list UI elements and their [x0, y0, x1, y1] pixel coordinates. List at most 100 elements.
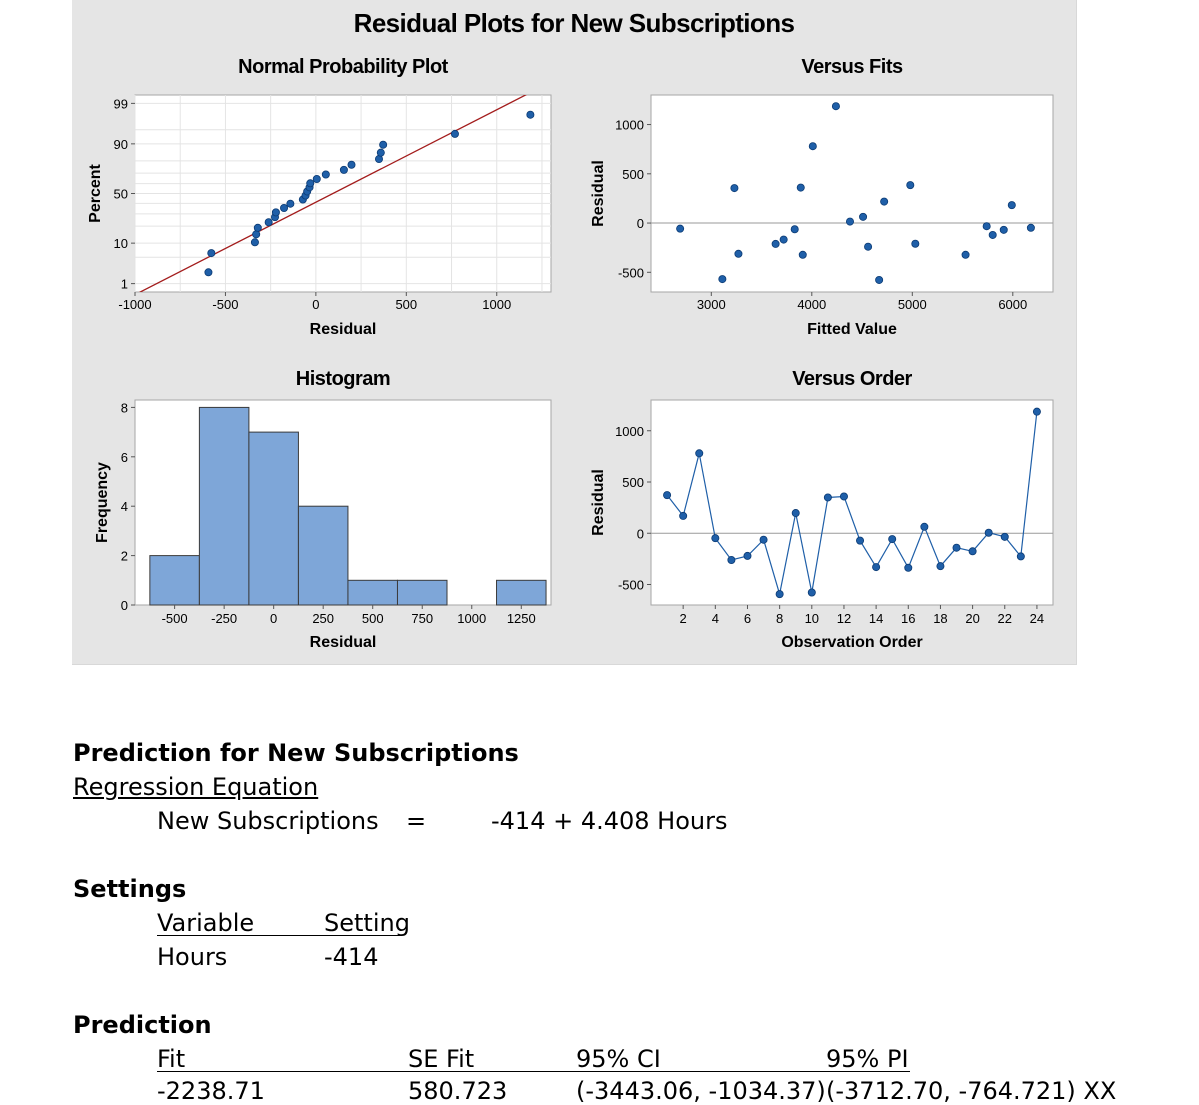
npp-point: [264, 218, 273, 227]
settings-heading: Settings: [73, 875, 187, 903]
hist-bar: [198, 406, 250, 606]
order-point: [856, 536, 865, 545]
npp-point: [204, 268, 213, 277]
order-point: [984, 528, 993, 537]
order-ylabel: Residual: [590, 469, 607, 536]
prediction-header-ci: 95% CI: [576, 1045, 661, 1073]
hist-bar: [396, 579, 448, 606]
order-xtick-label: 18: [933, 611, 947, 626]
order-plot-area: [650, 399, 1054, 606]
npp-point: [339, 165, 348, 174]
hist-xtick-label: -250: [211, 611, 237, 626]
order-xtick-label: 24: [1030, 611, 1044, 626]
order-point: [823, 493, 832, 502]
order-point: [1032, 407, 1041, 416]
fits-point: [831, 102, 840, 111]
npp-fit-line: [138, 95, 528, 292]
npp-point: [306, 179, 315, 188]
hist-xtick-label: -500: [162, 611, 188, 626]
order-ytick-label: -500: [618, 578, 644, 593]
npp-point: [207, 249, 216, 258]
settings-header-underline: [157, 935, 402, 936]
npp-point: [526, 110, 535, 119]
npp-xtick-label: 1000: [482, 297, 511, 312]
residual-plots-figure: Residual Plots for New Subscriptions Norm…: [72, 0, 1077, 665]
fits-point: [779, 235, 788, 244]
equation-lhs: New Subscriptions: [157, 807, 379, 835]
npp-ytick-label: 10: [114, 236, 128, 251]
order-point: [839, 492, 848, 501]
hist-ytick-label: 4: [121, 499, 128, 514]
fits-point: [911, 239, 920, 248]
fits-point: [676, 224, 685, 233]
npp-point: [253, 223, 262, 232]
fits-point: [864, 242, 873, 251]
order-xtick-label: 4: [712, 611, 719, 626]
fits-xtick-label: 5000: [898, 297, 927, 312]
prediction-cell-fit: -2238.71: [157, 1077, 265, 1105]
order-ytick-label: 1000: [615, 424, 644, 439]
fits-point: [798, 250, 807, 259]
hist-title: Histogram: [296, 368, 390, 390]
fits-xlabel: Fitted Value: [807, 321, 897, 338]
order-ytick-label: 0: [637, 526, 644, 541]
fits-point: [771, 239, 780, 248]
order-xtick-label: 10: [805, 611, 819, 626]
order-point: [807, 588, 816, 597]
order-point: [791, 509, 800, 518]
npp-xtick-label: -1000: [118, 297, 151, 312]
fits-ytick-label: 0: [637, 216, 644, 231]
fits-point: [961, 250, 970, 259]
hist-bar: [496, 579, 547, 606]
npp-ytick-label: 50: [114, 187, 128, 202]
fits-point: [999, 225, 1008, 234]
fits-xtick-label: 4000: [797, 297, 826, 312]
order-point: [759, 535, 768, 544]
hist-bar: [248, 431, 299, 606]
order-point: [663, 491, 672, 500]
equation-equals: =: [406, 807, 427, 835]
fits-xtick-label: 3000: [697, 297, 726, 312]
hist-bar: [297, 505, 349, 606]
order-xtick-label: 14: [869, 611, 883, 626]
settings-cell-setting: -414: [324, 943, 379, 971]
settings-header-variable: Variable: [157, 909, 255, 937]
fits-point: [906, 181, 915, 190]
npp-title: Normal Probability Plot: [238, 56, 448, 78]
hist-ytick-label: 2: [121, 549, 128, 564]
order-xlabel: Observation Order: [781, 634, 922, 651]
npp-point: [286, 199, 295, 208]
fits-point: [790, 225, 799, 234]
npp-point: [450, 129, 459, 138]
prediction-cell-ci: (-3443.06, -1034.37): [576, 1077, 826, 1105]
order-point: [888, 535, 897, 544]
hist-ytick-label: 6: [121, 450, 128, 465]
npp-ytick-label: 99: [114, 96, 128, 111]
prediction-cell-se-fit: 580.723: [408, 1077, 508, 1105]
npp-point: [280, 204, 289, 213]
npp-point: [250, 238, 259, 247]
fits-point: [734, 249, 743, 258]
order-point: [695, 449, 704, 458]
hist-ytick-label: 8: [121, 400, 128, 415]
fits-point: [808, 142, 817, 151]
prediction-section-heading: Prediction: [73, 1011, 212, 1039]
fits-point: [718, 275, 727, 284]
fits-point: [730, 184, 739, 193]
fits-ytick-label: 1000: [615, 118, 644, 133]
hist-xtick-label: 250: [312, 611, 334, 626]
order-xtick-label: 16: [901, 611, 915, 626]
residual-plots-svg: Residual Plots for New Subscriptions Norm…: [87, 8, 1054, 651]
order-xtick-label: 22: [998, 611, 1012, 626]
order-xtick-label: 2: [680, 611, 687, 626]
npp-xlabel: Residual: [310, 321, 377, 338]
order-series-line: [666, 411, 1038, 595]
order-point: [952, 543, 961, 552]
order-xtick-label: 8: [776, 611, 783, 626]
npp-ytick-label: 90: [114, 137, 128, 152]
fits-ytick-label: -500: [618, 265, 644, 280]
npp-xtick-label: -500: [212, 297, 238, 312]
fits-point: [859, 212, 868, 221]
fits-point: [982, 222, 991, 231]
